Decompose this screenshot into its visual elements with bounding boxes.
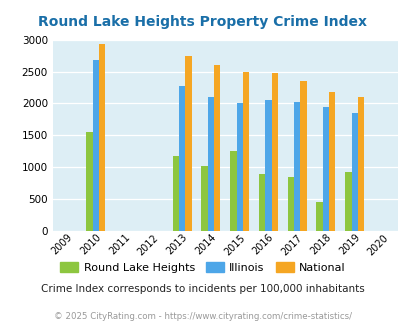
Text: Round Lake Heights Property Crime Index: Round Lake Heights Property Crime Index xyxy=(38,15,367,29)
Bar xyxy=(242,72,249,231)
Bar xyxy=(322,107,328,231)
Bar xyxy=(316,202,322,231)
Bar xyxy=(271,73,277,231)
Bar xyxy=(287,177,293,231)
Bar xyxy=(300,81,306,231)
Bar xyxy=(185,55,191,231)
Bar xyxy=(92,60,99,231)
Bar xyxy=(207,97,213,231)
Bar xyxy=(236,103,242,231)
Bar xyxy=(86,132,92,231)
Text: Crime Index corresponds to incidents per 100,000 inhabitants: Crime Index corresponds to incidents per… xyxy=(41,284,364,294)
Bar xyxy=(179,86,185,231)
Bar xyxy=(328,92,335,231)
Bar xyxy=(351,113,357,231)
Bar xyxy=(264,100,271,231)
Bar xyxy=(293,102,300,231)
Bar xyxy=(230,151,236,231)
Bar xyxy=(357,97,363,231)
Text: © 2025 CityRating.com - https://www.cityrating.com/crime-statistics/: © 2025 CityRating.com - https://www.city… xyxy=(54,312,351,321)
Bar xyxy=(201,166,207,231)
Bar xyxy=(258,174,264,231)
Bar xyxy=(213,65,220,231)
Bar xyxy=(344,172,351,231)
Bar xyxy=(172,156,179,231)
Bar xyxy=(99,44,105,231)
Legend: Round Lake Heights, Illinois, National: Round Lake Heights, Illinois, National xyxy=(55,258,350,277)
